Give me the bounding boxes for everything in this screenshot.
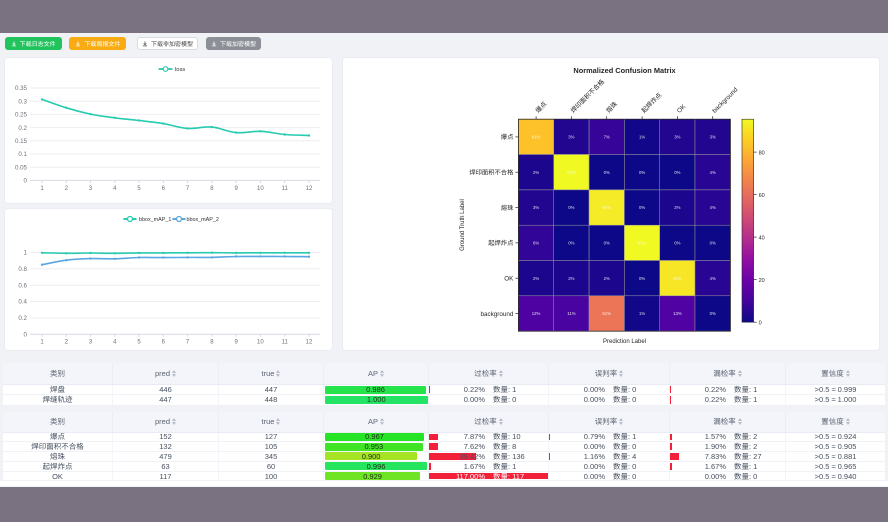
svg-text:81%: 81% (532, 135, 541, 140)
svg-text:40: 40 (759, 235, 765, 241)
svg-text:bbox_mAP_2: bbox_mAP_2 (187, 217, 219, 223)
svg-text:OK: OK (504, 276, 514, 283)
svg-text:93%: 93% (638, 241, 647, 246)
svg-text:0%: 0% (674, 241, 680, 246)
svg-text:起焊炸点: 起焊炸点 (640, 91, 663, 114)
svg-text:0%: 0% (710, 311, 716, 316)
svg-text:起焊炸点: 起焊炸点 (488, 239, 513, 247)
svg-text:6: 6 (162, 340, 166, 346)
svg-text:0%: 0% (568, 241, 574, 246)
svg-text:0.2: 0.2 (18, 125, 27, 132)
svg-text:爆点: 爆点 (534, 100, 549, 115)
svg-text:1%: 1% (639, 311, 645, 316)
svg-text:7: 7 (186, 340, 190, 346)
svg-text:12: 12 (306, 186, 313, 192)
svg-text:1%: 1% (639, 135, 645, 140)
svg-text:0.6: 0.6 (18, 282, 27, 289)
svg-text:熔珠: 熔珠 (604, 100, 619, 115)
svg-text:0: 0 (759, 320, 762, 326)
svg-text:1: 1 (40, 186, 44, 192)
svg-text:Prediction Label: Prediction Label (603, 339, 646, 345)
svg-text:13%: 13% (673, 311, 682, 316)
svg-text:5: 5 (137, 186, 141, 192)
svg-text:4%: 4% (710, 170, 716, 175)
svg-text:3%: 3% (568, 135, 574, 140)
svg-text:0.4: 0.4 (18, 299, 27, 306)
svg-text:2%: 2% (568, 276, 574, 281)
svg-text:3%: 3% (710, 135, 716, 140)
svg-text:1: 1 (40, 340, 44, 346)
svg-text:0%: 0% (604, 170, 610, 175)
svg-text:2%: 2% (604, 276, 610, 281)
svg-text:0.15: 0.15 (15, 138, 28, 145)
svg-text:60: 60 (759, 193, 765, 199)
svg-text:Ground Truth Label: Ground Truth Label (460, 199, 466, 251)
svg-text:90%: 90% (602, 205, 611, 210)
svg-text:0.35: 0.35 (15, 85, 28, 92)
svg-text:0%: 0% (568, 205, 574, 210)
svg-text:3: 3 (89, 186, 93, 192)
svg-text:80: 80 (759, 150, 765, 156)
svg-text:93%: 93% (567, 170, 576, 175)
svg-text:11: 11 (282, 186, 289, 192)
svg-text:0%: 0% (639, 205, 645, 210)
svg-text:OK: OK (676, 103, 688, 115)
svg-text:11: 11 (282, 340, 289, 346)
svg-text:0%: 0% (710, 241, 716, 246)
svg-text:8: 8 (210, 340, 214, 346)
svg-text:6: 6 (162, 186, 166, 192)
svg-text:3%: 3% (533, 205, 539, 210)
svg-text:2%: 2% (533, 276, 539, 281)
svg-text:89%: 89% (673, 276, 682, 281)
svg-text:0.8: 0.8 (18, 266, 27, 273)
svg-text:焊印面积不合格: 焊印面积不合格 (569, 77, 606, 114)
svg-text:9: 9 (235, 186, 239, 192)
svg-text:0%: 0% (674, 170, 680, 175)
svg-text:4: 4 (113, 340, 117, 346)
svg-text:0: 0 (24, 178, 28, 185)
svg-text:4: 4 (113, 186, 117, 192)
svg-text:10: 10 (257, 340, 264, 346)
svg-text:3: 3 (89, 340, 93, 346)
svg-text:7%: 7% (604, 135, 610, 140)
svg-text:4%: 4% (710, 276, 716, 281)
svg-text:background: background (711, 86, 740, 115)
svg-text:8: 8 (210, 186, 214, 192)
svg-text:0.3: 0.3 (18, 98, 27, 105)
svg-text:3%: 3% (674, 135, 680, 140)
svg-text:熔珠: 熔珠 (501, 204, 514, 212)
svg-text:5: 5 (137, 340, 141, 346)
svg-text:9: 9 (235, 340, 239, 346)
svg-text:0.2: 0.2 (18, 315, 27, 322)
svg-text:12%: 12% (532, 311, 541, 316)
svg-text:2%: 2% (674, 205, 680, 210)
svg-text:bbox_mAP_1: bbox_mAP_1 (139, 217, 171, 223)
svg-text:1: 1 (24, 250, 28, 257)
svg-text:6%: 6% (533, 241, 539, 246)
svg-text:7: 7 (186, 186, 190, 192)
svg-text:焊印面积不合格: 焊印面积不合格 (469, 169, 514, 177)
svg-text:0%: 0% (604, 241, 610, 246)
svg-text:11%: 11% (567, 311, 575, 316)
svg-text:0.1: 0.1 (18, 151, 27, 158)
svg-text:Normalized Confusion Matrix: Normalized Confusion Matrix (573, 66, 676, 75)
svg-text:0.25: 0.25 (15, 112, 28, 119)
svg-text:0.05: 0.05 (15, 164, 28, 171)
svg-text:爆点: 爆点 (501, 133, 514, 141)
svg-text:background: background (480, 311, 513, 318)
svg-text:0%: 0% (639, 170, 645, 175)
svg-text:2: 2 (65, 340, 69, 346)
svg-text:10: 10 (257, 186, 264, 192)
svg-text:0: 0 (24, 331, 28, 338)
svg-text:12: 12 (306, 340, 313, 346)
svg-text:loss: loss (175, 67, 185, 73)
svg-text:20: 20 (759, 278, 765, 284)
svg-text:4%: 4% (710, 205, 716, 210)
svg-text:2: 2 (65, 186, 69, 192)
svg-text:61%: 61% (602, 311, 611, 316)
svg-text:0%: 0% (639, 276, 645, 281)
svg-text:2%: 2% (533, 170, 539, 175)
